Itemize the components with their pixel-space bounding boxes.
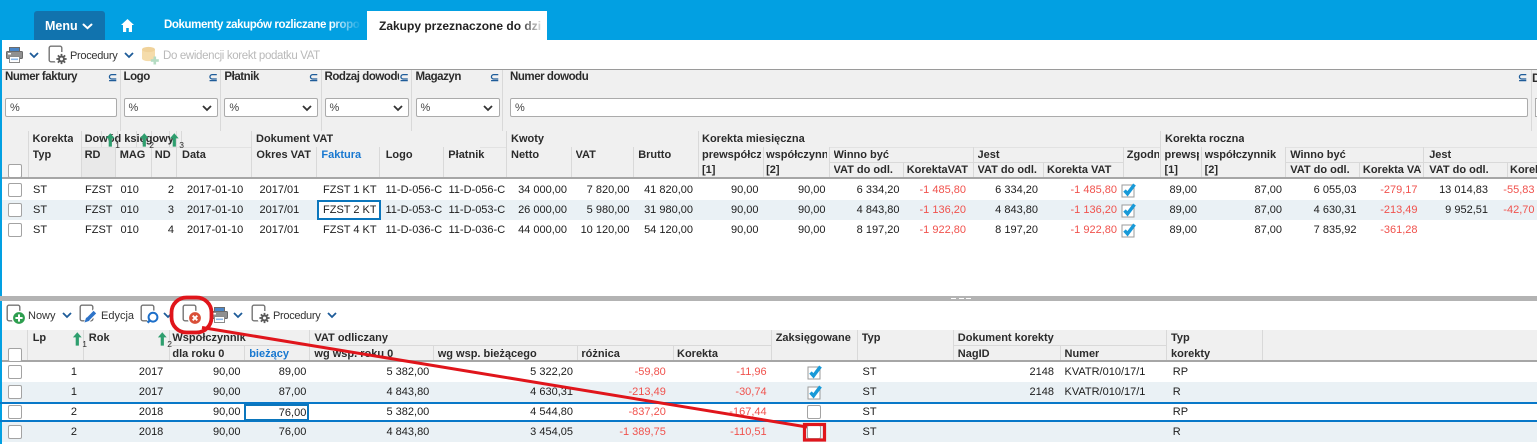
svg-text:3: 3 (179, 139, 184, 147)
svg-text:1: 1 (82, 338, 87, 346)
svg-text:2: 2 (149, 139, 154, 147)
svg-text:2: 2 (167, 338, 172, 346)
svg-text:1: 1 (115, 139, 120, 147)
